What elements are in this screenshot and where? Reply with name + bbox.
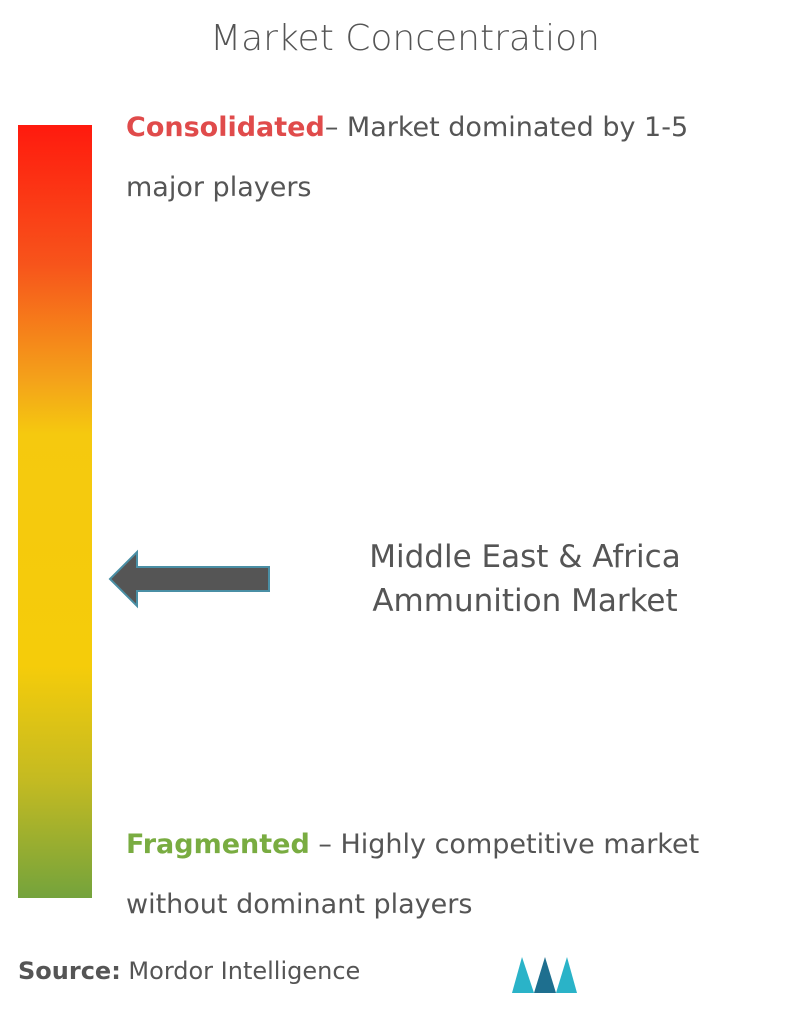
consolidated-text: – Market dominated by 1-5 major players: [126, 112, 689, 203]
gradient-bar: [18, 125, 92, 898]
source: Source: Mordor Intelligence: [18, 957, 360, 985]
arrow: [108, 549, 270, 609]
market-name: Middle East & Africa Ammunition Market: [369, 539, 681, 619]
title: Market Concentration: [210, 18, 600, 59]
source-text: Mordor Intelligence: [120, 957, 361, 985]
consolidated-label: Consolidated: [126, 112, 325, 143]
fragmented: Fragmented – Highly competitive market w…: [126, 815, 726, 935]
source-label: Source:: [18, 957, 121, 985]
consolidated: Consolidated– Market dominated by 1-5 ma…: [126, 98, 726, 218]
fragmented-text: – Highly competitive market without domi…: [126, 829, 700, 920]
fragmented-label: Fragmented: [126, 829, 310, 860]
logo: [512, 957, 577, 993]
